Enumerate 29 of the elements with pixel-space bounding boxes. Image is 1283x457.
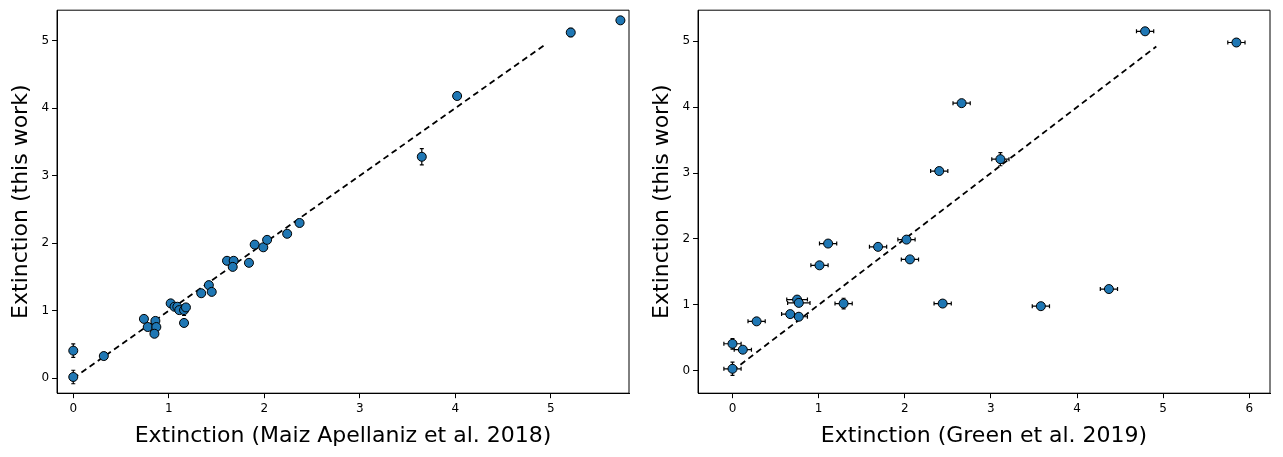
x-tick-label: 2 (260, 400, 269, 415)
y-tick-label: 1 (682, 296, 691, 311)
y-tick-label: 3 (682, 165, 691, 180)
x-axis-title: Extinction (Maiz Apellaniz et al. 2018) (134, 421, 552, 447)
x-tick-label: 0 (728, 400, 737, 415)
y-axis-title: Extinction (this work) (6, 84, 32, 319)
y-tick-label: 2 (682, 231, 691, 246)
y-tick-label: 4 (682, 99, 691, 114)
y-tick-label: 4 (41, 100, 50, 115)
y-tick-label: 0 (682, 362, 691, 377)
x-tick-label: 4 (451, 400, 460, 415)
x-tick-label: 0 (69, 400, 78, 415)
y-axis-title: Extinction (this work) (647, 84, 673, 319)
x-tick-label: 3 (355, 400, 364, 415)
x-tick-label: 4 (1073, 400, 1081, 415)
x-tick-label: 6 (1245, 400, 1254, 415)
x-tick-label: 5 (546, 400, 555, 415)
x-tick-label: 5 (1159, 400, 1168, 415)
x-tick-label: 3 (987, 400, 995, 415)
x-tick-label: 1 (164, 400, 173, 415)
y-tick-label: 5 (682, 33, 691, 48)
x-tick-label: 1 (814, 400, 823, 415)
y-tick-label: 0 (41, 370, 50, 385)
x-axis-title: Extinction (Green et al. 2019) (820, 421, 1148, 447)
x-tick-label: 2 (900, 400, 909, 415)
y-tick-label: 2 (41, 235, 50, 250)
y-tick-label: 5 (41, 32, 50, 47)
y-tick-label: 1 (41, 302, 50, 317)
y-tick-label: 3 (41, 167, 50, 182)
